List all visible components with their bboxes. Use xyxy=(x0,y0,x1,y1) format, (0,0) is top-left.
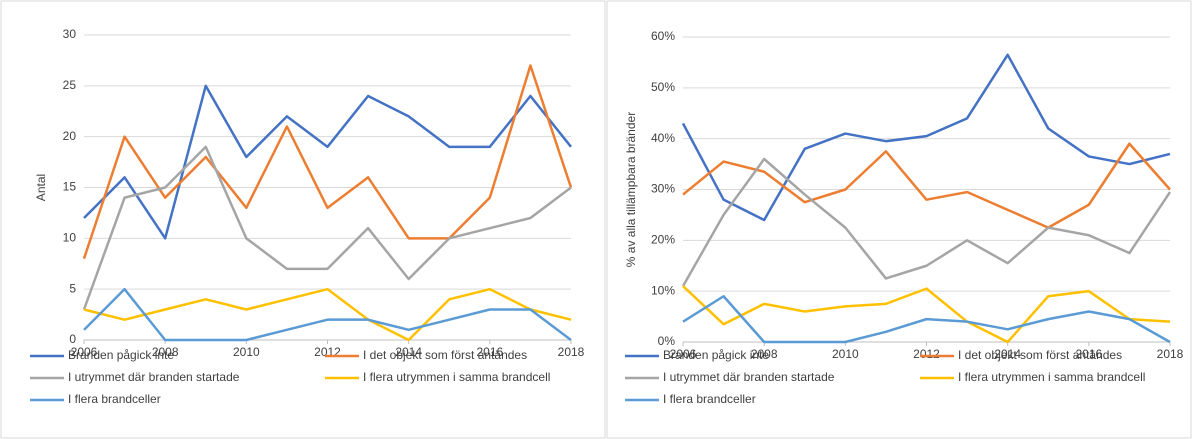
x-tick-label: 2006 xyxy=(71,345,98,359)
x-tick-label: 2008 xyxy=(751,347,778,361)
y-tick-label: 60% xyxy=(651,29,675,43)
legend-label: Branden pågick inte xyxy=(663,348,769,362)
legend-label: I utrymmet där branden startade xyxy=(663,370,835,384)
series-line xyxy=(82,145,572,310)
y-tick-label: 0 xyxy=(69,332,76,346)
series-line xyxy=(83,84,572,240)
y-tick-label: 30% xyxy=(651,182,675,196)
y-tick-label: 50% xyxy=(651,80,675,94)
legend-label: I utrymmet där branden startade xyxy=(68,370,240,384)
series-line xyxy=(681,53,1171,222)
y-tick-label: 20% xyxy=(651,233,675,247)
x-tick-label: 2014 xyxy=(395,345,422,359)
x-tick-label: 2018 xyxy=(1157,347,1184,361)
x-tick-label: 2016 xyxy=(1075,347,1102,361)
legend-label: I det objekt som först antändes xyxy=(363,348,527,362)
series-line xyxy=(682,295,1171,344)
y-axis-label: % av alla tillämpbara bränder xyxy=(624,112,638,267)
legend-label: I flera utrymmen i samma brandcell xyxy=(958,370,1145,384)
y-tick-label: 40% xyxy=(651,131,675,145)
series-line xyxy=(681,157,1172,287)
series-line xyxy=(682,142,1171,229)
legend-label: Branden pågick inte xyxy=(68,348,174,362)
panel-right xyxy=(606,0,1192,439)
series-line xyxy=(83,287,572,342)
y-tick-label: 30 xyxy=(63,27,77,41)
legend-label: I det objekt som först antändes xyxy=(958,348,1122,362)
y-axis-label: Antal xyxy=(34,174,48,201)
y-tick-label: 20 xyxy=(63,129,77,143)
y-tick-label: 5 xyxy=(69,281,76,295)
x-tick-label: 2012 xyxy=(913,347,940,361)
y-tick-label: 25 xyxy=(63,78,77,92)
x-tick-label: 2008 xyxy=(152,345,179,359)
legend-label: I flera brandceller xyxy=(68,392,161,406)
x-tick-label: 2010 xyxy=(233,345,260,359)
x-tick-label: 2006 xyxy=(670,347,697,361)
series-line xyxy=(82,64,573,260)
series-line xyxy=(682,285,1171,344)
y-tick-label: 10% xyxy=(651,283,675,297)
series-line xyxy=(83,287,572,342)
y-tick-label: 10 xyxy=(63,231,77,245)
x-tick-label: 2010 xyxy=(832,347,859,361)
x-tick-label: 2018 xyxy=(558,345,585,359)
legend-label: I flera utrymmen i samma brandcell xyxy=(363,370,550,384)
x-tick-label: 2014 xyxy=(994,347,1021,361)
panel-left xyxy=(0,0,606,439)
y-tick-label: 15 xyxy=(63,180,77,194)
x-tick-label: 2016 xyxy=(476,345,503,359)
y-tick-label: 0% xyxy=(658,334,676,348)
legend-label: I flera brandceller xyxy=(663,392,756,406)
